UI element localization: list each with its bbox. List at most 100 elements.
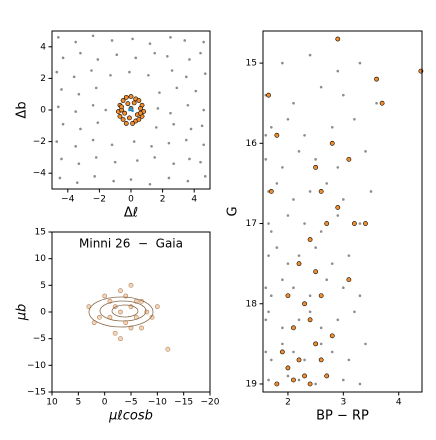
point bbox=[185, 75, 188, 79]
axes-frame bbox=[262, 30, 423, 393]
point bbox=[329, 333, 335, 339]
y-axis-label: G bbox=[226, 206, 241, 216]
point bbox=[186, 103, 190, 107]
point bbox=[379, 100, 385, 106]
point bbox=[330, 125, 334, 129]
point bbox=[267, 254, 270, 257]
point bbox=[325, 278, 329, 281]
point bbox=[313, 164, 319, 170]
point bbox=[342, 198, 345, 201]
y-tick-label: 5 bbox=[40, 281, 46, 291]
point bbox=[270, 230, 273, 233]
point bbox=[302, 301, 307, 307]
point bbox=[167, 176, 171, 180]
axes-frame bbox=[51, 231, 211, 393]
point bbox=[308, 53, 312, 57]
y-tick-label: 0 bbox=[40, 308, 46, 318]
point bbox=[270, 125, 273, 129]
point bbox=[342, 286, 345, 290]
point bbox=[375, 101, 378, 105]
point bbox=[336, 214, 340, 217]
point bbox=[58, 176, 62, 180]
point bbox=[94, 156, 98, 159]
point bbox=[270, 294, 273, 298]
point bbox=[119, 104, 124, 110]
point bbox=[169, 111, 172, 115]
point bbox=[136, 117, 142, 122]
point bbox=[110, 143, 114, 147]
y-tick-label: −10 bbox=[27, 361, 46, 371]
x-tick-label: −4 bbox=[61, 195, 75, 205]
point bbox=[281, 166, 284, 169]
point bbox=[123, 94, 129, 100]
point bbox=[77, 162, 81, 166]
point bbox=[132, 140, 136, 143]
point bbox=[77, 92, 81, 96]
point bbox=[118, 336, 123, 342]
x-tick-label: 3 bbox=[340, 398, 346, 408]
point bbox=[286, 262, 290, 265]
y-tick-label: −15 bbox=[27, 388, 46, 398]
point bbox=[308, 190, 312, 193]
point bbox=[122, 110, 128, 116]
point bbox=[139, 325, 144, 331]
point bbox=[314, 246, 317, 249]
x-tick-label: −10 bbox=[148, 398, 167, 408]
point bbox=[270, 358, 273, 362]
point bbox=[203, 175, 207, 178]
point bbox=[264, 133, 268, 137]
point bbox=[127, 115, 132, 121]
point bbox=[129, 107, 133, 110]
point bbox=[291, 377, 296, 383]
contours bbox=[88, 296, 154, 328]
x-tick-label: 2 bbox=[160, 195, 166, 205]
point bbox=[194, 89, 198, 93]
point bbox=[150, 145, 153, 148]
point bbox=[55, 140, 59, 143]
point bbox=[118, 309, 123, 315]
plot-area bbox=[55, 34, 207, 186]
point bbox=[131, 109, 134, 113]
point bbox=[336, 69, 340, 73]
point bbox=[136, 98, 142, 103]
point bbox=[342, 378, 345, 382]
point bbox=[353, 310, 356, 314]
x-axis-label: μℓcosb bbox=[108, 409, 153, 424]
point bbox=[123, 121, 129, 126]
point bbox=[319, 326, 323, 330]
point bbox=[131, 100, 137, 106]
point bbox=[165, 346, 171, 352]
point bbox=[125, 101, 131, 107]
y-tick-label: 15 bbox=[246, 59, 257, 69]
x-tick-label: 4 bbox=[191, 195, 197, 205]
point bbox=[335, 205, 341, 210]
point bbox=[314, 158, 317, 161]
y-tick-label: −4 bbox=[33, 169, 47, 179]
point bbox=[188, 58, 191, 61]
point bbox=[93, 175, 96, 178]
point bbox=[113, 160, 117, 164]
point bbox=[292, 350, 295, 354]
point bbox=[267, 222, 270, 225]
point bbox=[296, 357, 302, 363]
point bbox=[96, 121, 100, 124]
point bbox=[292, 101, 295, 105]
point bbox=[185, 138, 188, 142]
x-tick-label: 10 bbox=[46, 398, 58, 408]
point bbox=[153, 51, 156, 55]
point bbox=[128, 108, 131, 112]
point bbox=[374, 76, 379, 82]
y-axis-label: Δb bbox=[15, 101, 30, 118]
point bbox=[109, 73, 112, 77]
x-tick-label: 2 bbox=[285, 398, 291, 408]
point bbox=[117, 113, 123, 119]
y-tick-label: −5 bbox=[33, 334, 46, 344]
point bbox=[297, 318, 301, 322]
point bbox=[136, 159, 139, 162]
point bbox=[120, 117, 126, 122]
point bbox=[128, 94, 134, 99]
contour bbox=[99, 300, 147, 322]
plot-area bbox=[86, 282, 171, 352]
x-tick-label: −20 bbox=[201, 398, 220, 408]
point bbox=[138, 110, 143, 116]
